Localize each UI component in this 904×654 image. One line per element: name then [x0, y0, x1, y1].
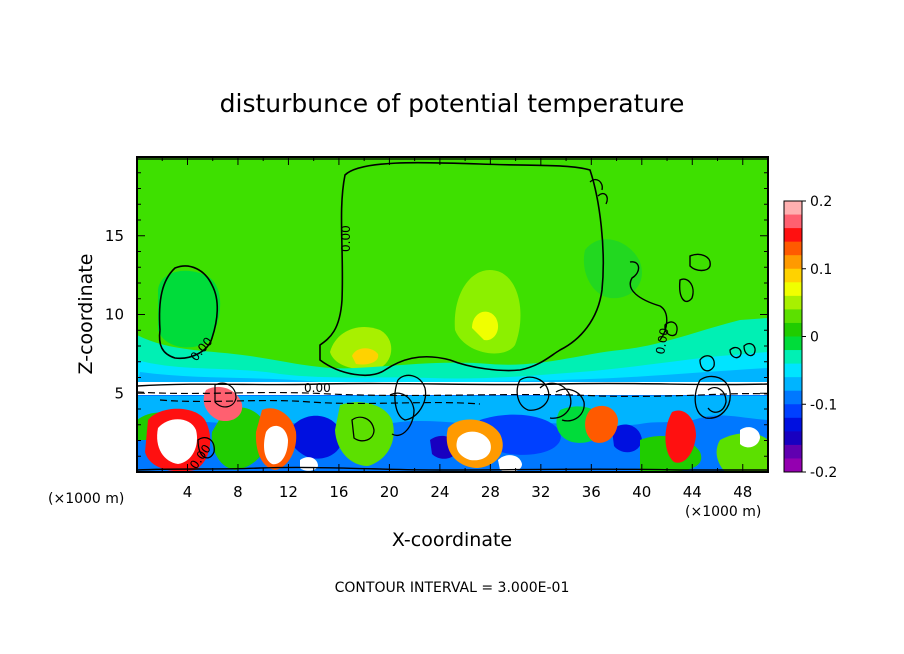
x-axis-unit-left: (×1000 m) [48, 491, 124, 507]
field-warm-plume [456, 431, 491, 461]
contour-line [137, 466, 768, 471]
colorbar-swatch [784, 268, 802, 283]
contour-line [707, 387, 727, 413]
x-tick-label: 4 [183, 483, 193, 501]
contour-line [214, 382, 237, 408]
colorbar-swatch [784, 417, 802, 432]
colorbar-swatch [784, 390, 802, 405]
colorbar-swatch [784, 228, 802, 243]
colorbar-tick-label: 0.2 [810, 194, 832, 210]
colorbar-tick-label: 0.1 [810, 262, 832, 278]
x-axis-unit-right: (×1000 m) [685, 504, 761, 520]
field-cool-layer [137, 318, 768, 384]
x-axis-label: X-coordinate [392, 529, 512, 551]
colorbar-swatch [784, 241, 802, 256]
field-warm-plume [264, 425, 288, 465]
contour-line [597, 192, 608, 205]
field-warm-plume [498, 455, 522, 472]
x-tick-label: 32 [531, 483, 550, 501]
contour-label: 0.00 [304, 381, 331, 395]
contour-line [699, 355, 715, 372]
contour-line [159, 399, 481, 405]
y-tick-label: 10 [105, 306, 124, 324]
contour-line [589, 178, 603, 191]
contour-line [197, 437, 215, 459]
contour-line [694, 375, 731, 419]
field-lower-blue [612, 424, 642, 453]
field-cool-layer [137, 352, 768, 384]
colorbar: 0.2 0.1 0 -0.1 -0.2 [783, 194, 837, 481]
contour-line [319, 161, 605, 376]
y-tick-label: 15 [105, 227, 124, 245]
contour-label: 0.00 [653, 327, 671, 356]
x-tick-label: 20 [380, 483, 399, 501]
colorbar-swatch [784, 309, 802, 324]
x-tick-label: 16 [329, 483, 348, 501]
x-tick-label: 12 [279, 483, 298, 501]
contour-line [629, 261, 668, 341]
colorbar-swatch [784, 444, 802, 459]
colorbar-tick-label: -0.2 [810, 465, 837, 481]
x-tick-label: 8 [233, 483, 243, 501]
x-tick-label: 44 [683, 483, 702, 501]
x-tick-label: 24 [430, 483, 449, 501]
colorbar-swatch [784, 363, 802, 378]
contour-line [743, 342, 756, 357]
colorbar-swatch [784, 201, 802, 216]
field-lower-blue [289, 415, 342, 459]
plot-area: 0.00 0.00 0.00 0.00 0.00 [137, 157, 768, 472]
y-tick-label: 5 [114, 384, 124, 402]
contour-label: 0.00 [339, 225, 353, 252]
field-lower-green [211, 407, 269, 470]
contour-line [394, 374, 427, 421]
x-tick-label: 36 [582, 483, 601, 501]
x-tick-label: 40 [632, 483, 651, 501]
contour-line [158, 265, 219, 360]
colorbar-swatch [784, 431, 802, 446]
colorbar-swatch [784, 404, 802, 419]
y-axis-label: Z-coordinate [75, 254, 97, 375]
colorbar-swatch [784, 322, 802, 337]
contour-line [689, 253, 711, 272]
y-axis: 5 10 15 [105, 172, 768, 457]
field-warm-blob [454, 269, 521, 354]
x-tick-label: 28 [481, 483, 500, 501]
chart-title: disturbunce of potential temperature [220, 89, 685, 118]
field-warm-plume [203, 386, 243, 422]
colorbar-tick-label: -0.1 [810, 397, 837, 413]
contour-line [389, 392, 415, 436]
colorbar-swatch [784, 350, 802, 365]
contour-line [137, 391, 768, 398]
field-warm-plume [665, 410, 696, 463]
field-cool-blob [158, 270, 221, 348]
contour-line [137, 382, 768, 387]
colorbar-swatch [784, 214, 802, 229]
field-lower-green [335, 402, 394, 466]
colorbar-tick-label: 0 [810, 330, 819, 346]
colorbar-swatch [784, 336, 802, 351]
field-warm-blob [472, 311, 499, 341]
colorbar-swatch [784, 282, 802, 297]
contour-line [351, 416, 375, 442]
contour-line [678, 278, 694, 303]
colorbar-swatch [784, 295, 802, 310]
x-axis: 4 8 12 16 20 24 28 32 36 40 44 48 [161, 157, 769, 501]
contour-line [664, 321, 678, 337]
field-cool-layer [137, 368, 768, 386]
field-warm-blob [352, 348, 379, 365]
contour-line [555, 388, 585, 422]
contour-interval-note: CONTOUR INTERVAL = 3.000E-01 [335, 580, 570, 596]
contour-line [516, 376, 550, 411]
field-cool-blob [583, 239, 642, 299]
x-tick-label: 48 [733, 483, 752, 501]
field-warm-plume [157, 419, 198, 464]
field-warm-plume [740, 427, 760, 448]
field-warm-plume [585, 405, 618, 443]
colorbar-swatch [784, 255, 802, 270]
contour-line [539, 382, 572, 419]
colorbar-swatch [784, 458, 802, 473]
contour-line [729, 346, 742, 359]
colorbar-swatch [784, 377, 802, 392]
